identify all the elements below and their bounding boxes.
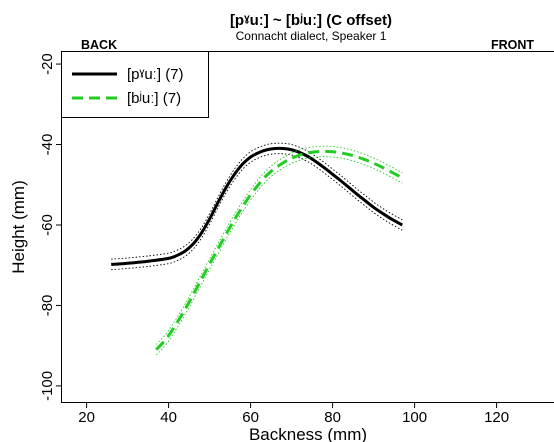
- y-axis-label: Height (mm): [9, 180, 28, 274]
- x-tick-label-20: 20: [78, 409, 95, 426]
- series-1-upper-band: [111, 142, 403, 260]
- series-2: [155, 145, 404, 356]
- y-tick-label--80: -80: [39, 295, 56, 317]
- series-2-lower-band: [155, 156, 403, 356]
- series-1: [111, 142, 404, 271]
- x-tick-label-80: 80: [324, 409, 341, 426]
- legend-label-series-2: [bʲuː] (7): [127, 90, 181, 107]
- x-tick-label-100: 100: [402, 409, 427, 426]
- series-layer: [111, 142, 404, 356]
- corner-label-front: FRONT: [491, 38, 534, 52]
- series-1-line: [111, 146, 404, 266]
- legend-box: [61, 51, 209, 118]
- series-1-lower-band: [111, 153, 403, 271]
- x-axis-label: Backness (mm): [249, 425, 367, 442]
- x-tick-label-60: 60: [242, 409, 259, 426]
- y-tick-label--20: -20: [39, 53, 56, 75]
- corner-label-back: BACK: [81, 38, 117, 52]
- series-2-upper-band: [155, 145, 403, 345]
- axes: 20 40 60 80 100 120 -20 -40 -60 -80 -100: [39, 53, 509, 426]
- series-2-line: [155, 149, 404, 351]
- chart-title: [pˠuː] ~ [bʲuː] (C offset): [230, 12, 392, 29]
- x-tick-label-40: 40: [160, 409, 177, 426]
- y-tick-label--100: -100: [39, 371, 56, 401]
- x-tick-label-120: 120: [484, 409, 509, 426]
- y-tick-label--60: -60: [39, 214, 56, 236]
- legend-label-series-1: [pˠuː] (7): [127, 66, 184, 83]
- legend: [pˠuː] (7) [bʲuː] (7): [61, 51, 209, 118]
- y-tick-label--40: -40: [39, 134, 56, 156]
- plot-frame: [61, 51, 554, 403]
- chart-subtitle: Connacht dialect, Speaker 1: [236, 29, 387, 43]
